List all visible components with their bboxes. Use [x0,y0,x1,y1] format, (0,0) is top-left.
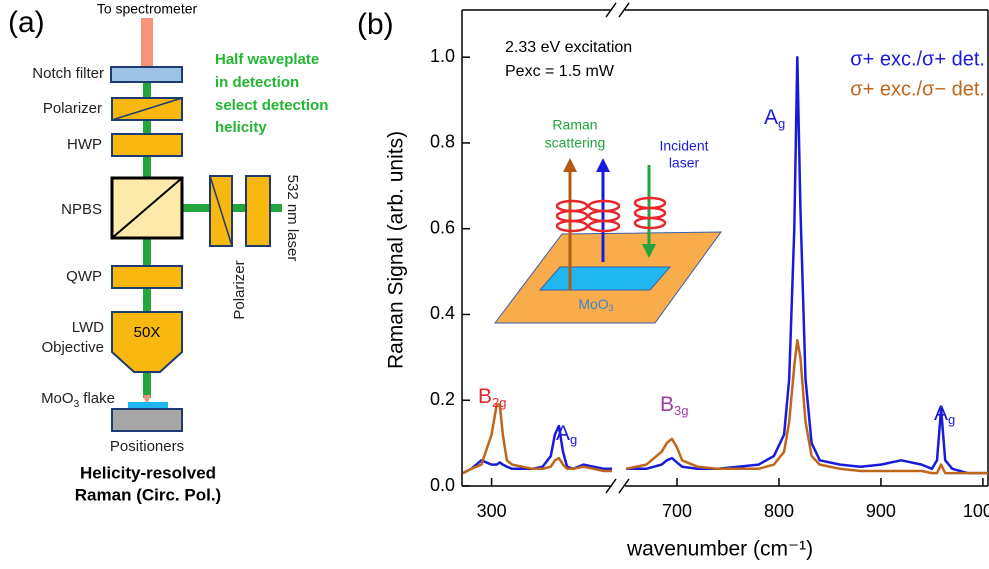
legend-label: σ+ exc./σ+ det. [850,48,985,70]
label: Notch filter [32,65,104,82]
peak-label: Ag [764,106,785,132]
npbs-split [111,177,183,239]
helix [555,219,589,233]
label: scattering [545,135,606,151]
axis-break [618,478,630,494]
helix [555,209,589,223]
note: in detection [215,74,299,91]
axis-break [618,2,630,18]
series-line [462,338,988,475]
panel-label: (b) [357,8,394,41]
arrow-head [596,158,610,172]
x-tick-label: 300 [477,501,507,521]
annotation: 2.33 eV excitation [505,39,632,56]
helix [555,199,589,213]
label: Raman [552,117,597,133]
label: Positioners [110,438,184,455]
helix [587,219,621,233]
peak-label: B3g [660,393,688,419]
label: Polarizer [231,260,248,319]
inset: MoO3 Raman scattering Incident laser [493,117,722,324]
arrow-head [642,244,656,258]
label: QWP [66,268,102,285]
hwp [111,133,183,157]
x-axis-label: wavenumber (cm⁻¹) [626,538,813,561]
x-tick-label: 1000 [963,501,989,521]
label: MoO3 [578,296,613,314]
label: 532 nm laser [284,175,301,262]
label: laser [669,155,700,171]
peak-label: B2g [478,385,506,411]
qwp [111,265,183,289]
caption: Helicity-resolved [80,463,216,482]
label: Polarizer [43,100,102,117]
arrow-head [563,158,577,172]
objective [111,311,183,373]
panel-b: (b) Raman Signal (arb. units) wavenumber… [357,2,989,561]
label: Incident [659,138,708,154]
label: HWP [67,136,102,153]
label: NPBS [61,201,102,218]
notch-filter [110,66,183,83]
note: helicity [215,119,267,136]
y-tick-label: 0.4 [430,303,455,323]
note: Half waveplate [215,51,319,68]
axis-break [605,2,617,18]
y-tick-label: 0.6 [430,217,455,237]
y-tick-label: 0.8 [430,132,455,152]
axis-break [605,478,617,494]
panel-label: (a) [8,6,45,39]
panel-a: (a) To spectrometer 50X Notch filter Pol… [8,1,328,505]
polarizer-axis [111,97,183,121]
beam [141,18,153,68]
sample [538,266,672,291]
flake [128,402,168,408]
y-axis-label: Raman Signal (arb. units) [385,131,408,369]
x-tick-label: 700 [662,501,692,521]
x-tick-label: 800 [764,501,794,521]
label: Objective [41,339,104,356]
y-tick-label: 0.0 [430,475,455,495]
caption: Raman (Circ. Pol.) [75,485,221,504]
y-tick-label: 0.2 [430,389,455,409]
legend-label: σ+ exc./σ− det. [850,78,985,100]
laser [245,175,271,247]
polarizer-axis [209,175,233,247]
note: select detection [215,97,328,114]
annotation: Pexc = 1.5 mW [505,63,615,80]
x-tick-label: 900 [866,501,896,521]
label: 50X [134,324,161,341]
peak-label: Ag [934,402,955,428]
y-tick-label: 1.0 [430,46,455,66]
beam [143,395,151,405]
positioners [111,408,183,432]
label: To spectrometer [97,1,198,17]
peak-label: Ag [556,422,577,448]
helix [633,216,667,230]
label: LWD [72,319,104,336]
label: MoO3 flake [41,390,115,410]
